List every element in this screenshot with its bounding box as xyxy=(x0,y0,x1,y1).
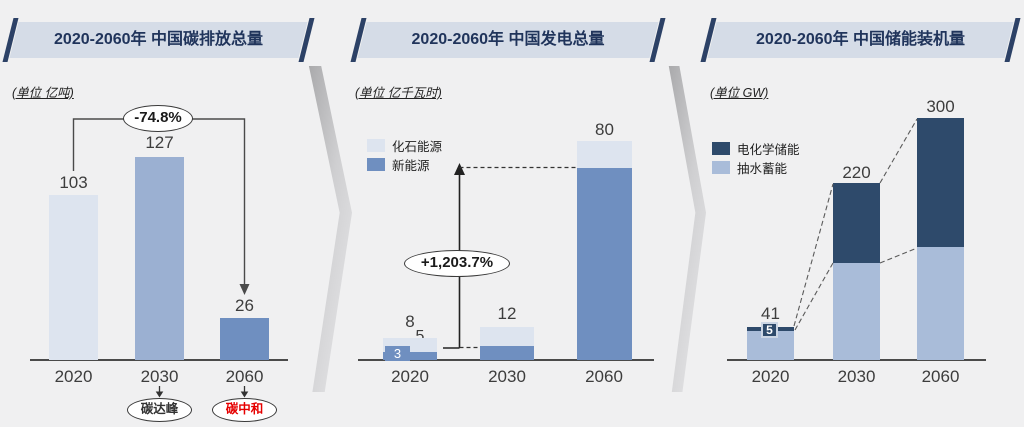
unit-label-emissions: (单位 亿吨) xyxy=(12,86,74,100)
page-title: 2020-2060年 中国储能装机量 xyxy=(756,31,965,48)
bar-emissions-2020 xyxy=(49,195,98,360)
annotation-increase-percent: +1,203.7% xyxy=(404,250,510,277)
segment-new-energy-2020 xyxy=(383,351,437,360)
legend-item-electrochemical: 电化学储能 xyxy=(712,139,800,158)
bar-emissions-2060 xyxy=(220,318,269,360)
tag-new-energy-2020: 3 xyxy=(385,346,410,361)
unit-label-storage: (单位 GW) xyxy=(710,86,769,100)
legend-label-new-energy: 新能源 xyxy=(392,159,430,173)
legend-item-new-energy: 新能源 xyxy=(367,155,442,174)
legend-swatch-electrochemical-icon xyxy=(712,142,730,155)
page-title: 2020-2060年 中国碳排放总量 xyxy=(54,31,263,48)
total-label-power-2060: 80 xyxy=(595,120,614,139)
value-label-emissions-2030: 127 xyxy=(145,133,174,152)
x-label-storage-2020: 2020 xyxy=(751,367,790,386)
panel-title-carbon-emissions: 2020-2060年 中国碳排放总量 xyxy=(2,18,315,62)
chevron-separator-icon xyxy=(308,66,352,392)
value-label-emissions-2060: 26 xyxy=(235,296,254,315)
panel-title-power-generation: 2020-2060年 中国发电总量 xyxy=(350,18,666,62)
segment-pumped-hydro-2030 xyxy=(833,263,880,360)
total-label-storage-2020: 41 xyxy=(761,304,780,323)
tag-electrochemical-2020: 5 xyxy=(761,322,778,338)
annotation-decrease-percent: -74.8% xyxy=(123,105,193,132)
segment-electrochemical-2060 xyxy=(917,118,964,248)
segment-new-energy-2030 xyxy=(480,346,534,360)
value-label-fossil-2020: 5 xyxy=(415,328,425,345)
callout-carbon-neutral: 碳中和 xyxy=(212,398,277,422)
x-label-power-2060: 2060 xyxy=(585,367,623,386)
unit-label-power: (单位 亿千瓦时) xyxy=(355,86,442,100)
x-label-storage-2030: 2030 xyxy=(837,367,876,386)
total-label-storage-2030: 220 xyxy=(842,163,871,182)
x-label-emissions-2020: 2020 xyxy=(54,367,93,386)
legend-label-electrochemical: 电化学储能 xyxy=(737,143,800,157)
legend-label-fossil: 化石能源 xyxy=(392,140,443,154)
legend-item-pumped-hydro: 抽水蓄能 xyxy=(712,158,800,177)
value-label-emissions-2020: 103 xyxy=(59,173,88,192)
segment-electrochemical-2030 xyxy=(833,182,880,264)
legend-swatch-fossil-icon xyxy=(367,139,385,152)
segment-new-energy-2060 xyxy=(577,168,632,360)
bar-emissions-2030 xyxy=(135,156,184,360)
x-label-emissions-2060: 2060 xyxy=(225,367,264,386)
total-label-storage-2060: 300 xyxy=(926,97,955,116)
legend-item-fossil: 化石能源 xyxy=(367,136,442,155)
callout-arrow-carbon-neutral-icon xyxy=(240,386,249,398)
legend-storage: 电化学储能 抽水蓄能 xyxy=(712,139,800,177)
panel-title-energy-storage: 2020-2060年 中国储能装机量 xyxy=(700,18,1021,62)
segment-fossil-2030 xyxy=(480,327,534,347)
segment-fossil-2060 xyxy=(577,140,632,169)
x-label-power-2030: 2030 xyxy=(488,367,526,386)
chevron-separator-icon xyxy=(668,66,706,392)
total-label-power-2030: 12 xyxy=(497,304,517,323)
page-title: 2020-2060年 中国发电总量 xyxy=(411,31,605,48)
legend-power: 化石能源 新能源 xyxy=(367,136,442,174)
segment-pumped-hydro-2060 xyxy=(917,247,964,360)
legend-swatch-pumped-hydro-icon xyxy=(712,161,730,174)
total-label-power-2020: 8 xyxy=(405,312,415,331)
callout-carbon-peak: 碳达峰 xyxy=(127,398,192,422)
x-label-storage-2060: 2060 xyxy=(921,367,960,386)
legend-label-pumped-hydro: 抽水蓄能 xyxy=(737,162,788,176)
legend-swatch-new-energy-icon xyxy=(367,158,385,171)
x-label-emissions-2030: 2030 xyxy=(140,367,179,386)
callout-arrow-carbon-peak-icon xyxy=(155,386,164,398)
x-label-power-2020: 2020 xyxy=(391,367,429,386)
